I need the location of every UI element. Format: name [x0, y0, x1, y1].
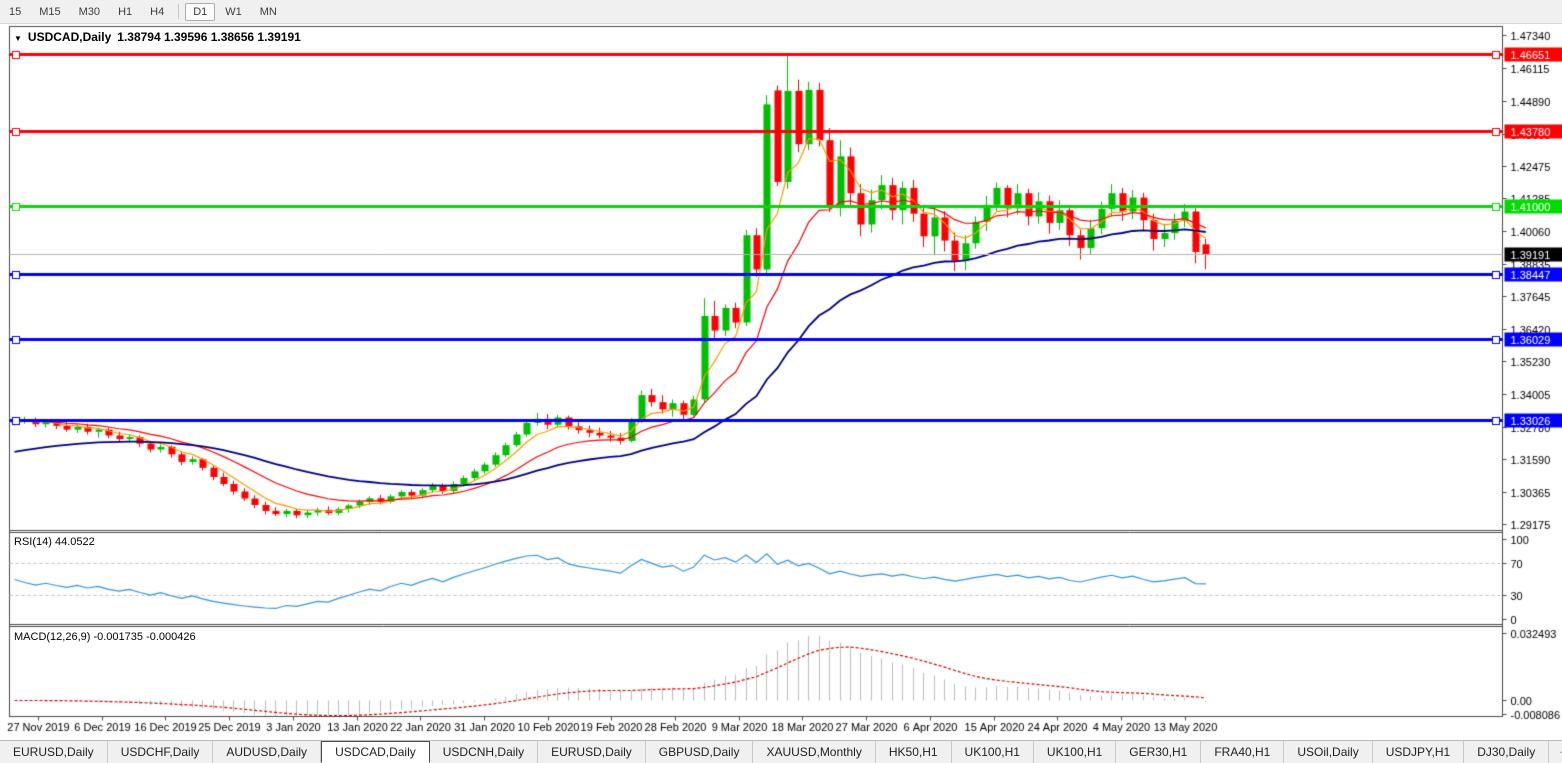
tab-audusd-daily[interactable]: AUDUSD,Daily: [213, 741, 322, 763]
tab-uk100-h1[interactable]: UK100,H1: [1034, 741, 1117, 763]
tab-usdchf-daily[interactable]: USDCHF,Daily: [108, 741, 214, 763]
timeframe-button-d1[interactable]: D1: [185, 2, 216, 21]
tab-scroll-left-icon[interactable]: ◄: [1558, 747, 1562, 757]
chart-title: ▼ USDCAD,Daily 1.38794 1.39596 1.38656 1.3…: [14, 30, 301, 44]
tab-usdcad-daily[interactable]: USDCAD,Daily: [321, 741, 430, 763]
rsi-indicator-label: RSI(14) 44.0522: [14, 536, 95, 548]
macd-indicator-label: MACD(12,26,9) -0.001735 -0.000426: [14, 631, 196, 643]
tab-hk50-h1[interactable]: HK50,H1: [876, 741, 952, 763]
price-chart-canvas[interactable]: [0, 24, 1562, 740]
chart-ohlc-values: 1.38794 1.39596 1.38656 1.39191: [117, 30, 301, 44]
timeframe-button-m30[interactable]: M30: [78, 5, 101, 18]
tab-dj30-daily[interactable]: DJ30,Daily: [1464, 741, 1550, 763]
tab-usoil-daily[interactable]: USOil,Daily: [1284, 741, 1373, 763]
timeframe-button-15[interactable]: 15: [9, 5, 22, 18]
chart-window: ▼ USDCAD,Daily 1.38794 1.39596 1.38656 1.3…: [0, 24, 1562, 740]
tab-eurusd-daily[interactable]: EURUSD,Daily: [0, 741, 108, 763]
timeframe-button-h1[interactable]: H1: [118, 5, 133, 18]
tab-gbpusd-daily[interactable]: GBPUSD,Daily: [646, 741, 754, 763]
tab-scroll-arrows: ◄►: [1549, 741, 1562, 763]
tab-xauusd-monthly[interactable]: XAUUSD,Monthly: [753, 741, 876, 763]
timeframe-button-m15[interactable]: M15: [39, 5, 61, 18]
timeframe-button-h4[interactable]: H4: [150, 5, 165, 18]
tab-fra40-h1[interactable]: FRA40,H1: [1201, 741, 1285, 763]
tab-uk100-h1[interactable]: UK100,H1: [952, 741, 1034, 763]
timeframe-button-w1[interactable]: W1: [225, 5, 242, 18]
chevron-down-icon[interactable]: ▼: [14, 33, 22, 43]
chart-symbol-period: USDCAD,Daily: [27, 30, 112, 44]
tab-usdcnh-daily[interactable]: USDCNH,Daily: [430, 741, 539, 763]
timeframe-button-mn[interactable]: MN: [259, 5, 277, 18]
tab-ger30-h1[interactable]: GER30,H1: [1116, 741, 1202, 763]
toolbar-divider: [178, 4, 180, 19]
tab-usdjpy-h1[interactable]: USDJPY,H1: [1373, 741, 1465, 763]
tab-eurusd-daily[interactable]: EURUSD,Daily: [538, 741, 646, 763]
chart-tabs-bar: EURUSD,Daily USDCHF,Daily AUDUSD,Daily USDC…: [0, 740, 1562, 763]
timeframe-toolbar: 15 M15 M30 H1 H4 D1 W1 MN: [0, 0, 1562, 24]
